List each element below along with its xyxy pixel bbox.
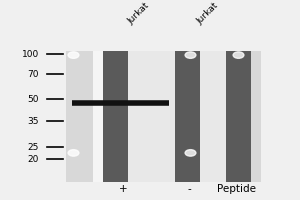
- Text: Jurkat: Jurkat: [126, 1, 151, 26]
- Circle shape: [185, 52, 196, 58]
- Text: 50: 50: [28, 95, 39, 104]
- Text: 25: 25: [28, 143, 39, 152]
- Text: 20: 20: [28, 155, 39, 164]
- Text: 35: 35: [28, 117, 39, 126]
- Circle shape: [185, 150, 196, 156]
- Circle shape: [68, 52, 79, 58]
- FancyBboxPatch shape: [128, 51, 175, 182]
- Circle shape: [233, 52, 244, 58]
- FancyBboxPatch shape: [200, 51, 226, 182]
- Text: 70: 70: [28, 70, 39, 79]
- FancyBboxPatch shape: [226, 51, 251, 182]
- FancyBboxPatch shape: [93, 51, 234, 182]
- FancyBboxPatch shape: [103, 51, 128, 182]
- Circle shape: [68, 150, 79, 156]
- FancyBboxPatch shape: [66, 51, 261, 182]
- Text: Jurkat: Jurkat: [195, 1, 220, 26]
- Text: +: +: [119, 184, 127, 194]
- Text: 100: 100: [22, 50, 39, 59]
- Text: -: -: [187, 184, 191, 194]
- FancyBboxPatch shape: [175, 51, 200, 182]
- Text: Peptide: Peptide: [218, 184, 256, 194]
